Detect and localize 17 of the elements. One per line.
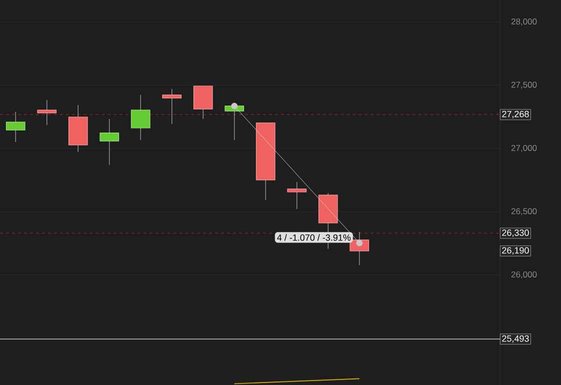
candlestick <box>193 86 213 120</box>
y-tick-label: 26,500 <box>511 208 537 216</box>
annotation: 4 / -1.070 / -3.91% <box>277 234 351 241</box>
annotation: 26,190 <box>502 247 529 255</box>
candlestick <box>37 100 57 126</box>
y-tick-label: 26,000 <box>511 271 537 278</box>
candlestick <box>162 88 182 124</box>
ref-line-label: 25,493 <box>502 335 529 343</box>
ref-line-label: 27,268 <box>502 110 529 118</box>
candlestick <box>100 118 120 166</box>
candlestick <box>6 112 26 142</box>
candlestick <box>130 94 150 140</box>
candlestick <box>287 182 307 210</box>
y-tick-label: 27,500 <box>511 82 537 89</box>
ref-line-label: 26,330 <box>502 230 529 237</box>
y-tick-label: 27,000 <box>511 144 537 152</box>
y-tick-label: 28,000 <box>511 18 537 26</box>
